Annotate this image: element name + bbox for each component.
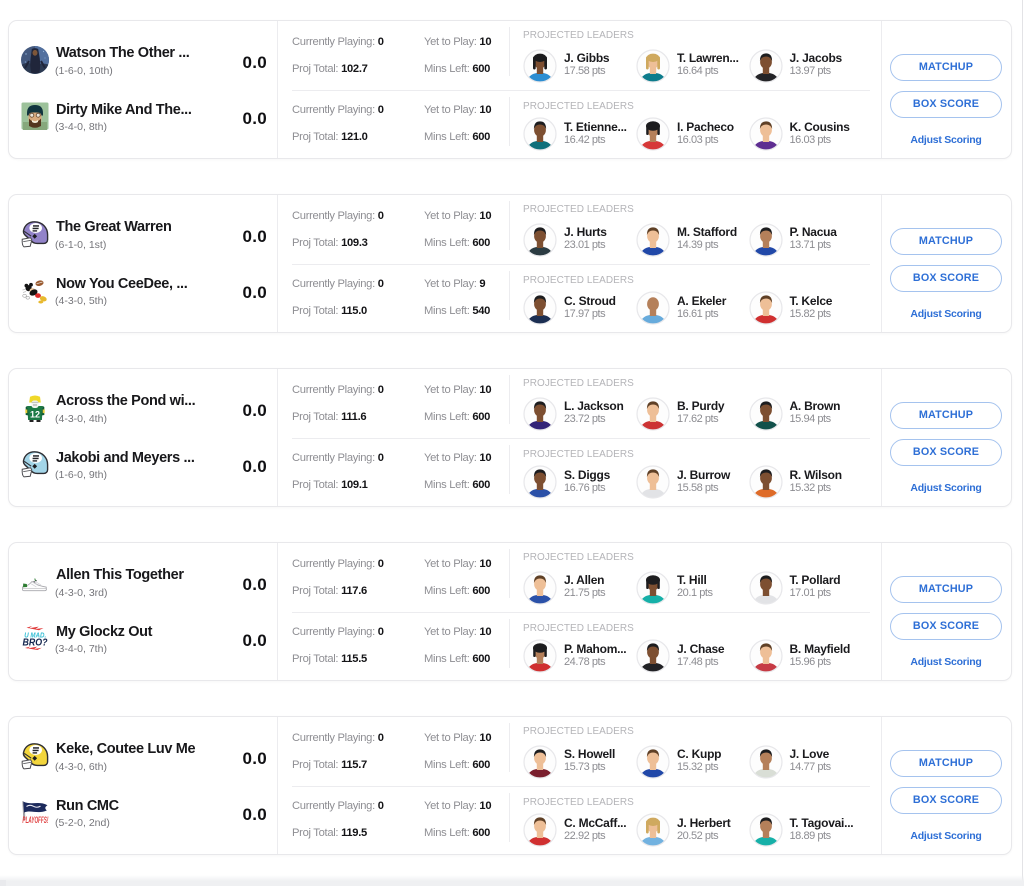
svg-text:PLAYOFFS!: PLAYOFFS! — [22, 815, 48, 825]
svg-text:12: 12 — [30, 409, 40, 419]
svg-text:BRO?: BRO? — [23, 636, 48, 648]
svg-text:U MAD.: U MAD. — [24, 630, 46, 639]
